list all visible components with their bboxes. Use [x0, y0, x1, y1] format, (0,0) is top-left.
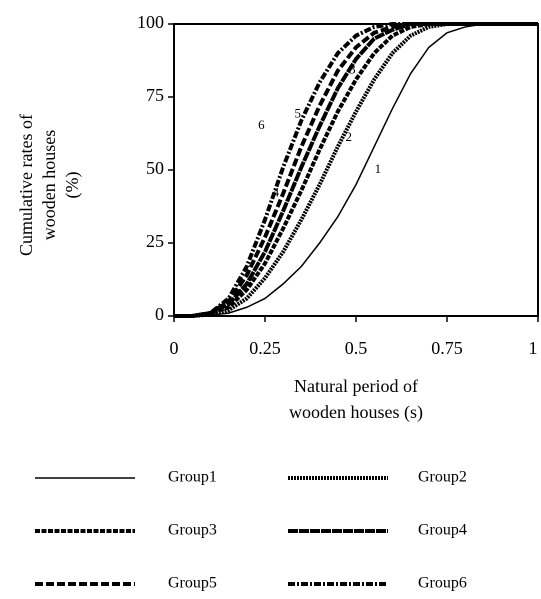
- y-axis-title: wooden houses: [39, 130, 59, 241]
- annotation: 2: [345, 129, 352, 144]
- x-tick-label: 0.75: [431, 338, 463, 358]
- y-axis-title: Cumulative rates of: [16, 114, 36, 256]
- legend-label: Group1: [168, 469, 217, 486]
- annotation: 5: [295, 106, 302, 121]
- series-line: [174, 23, 538, 317]
- x-axis-title: Natural period of: [294, 376, 418, 396]
- y-tick-label: 75: [146, 85, 164, 105]
- annotation: 1: [375, 161, 382, 176]
- y-tick-label: 100: [137, 12, 164, 32]
- annotation: 4: [273, 184, 280, 199]
- y-tick-label: 0: [155, 304, 164, 324]
- series-line: [174, 22, 538, 318]
- series-line: [174, 22, 538, 318]
- series-line: [174, 22, 538, 318]
- x-tick-label: 0: [170, 338, 179, 358]
- x-axis-title: wooden houses (s): [289, 402, 423, 423]
- x-tick-label: 1: [529, 338, 538, 358]
- plot-frame: [173, 23, 539, 317]
- series-line: [174, 22, 538, 318]
- legend-label: Group6: [418, 575, 467, 592]
- series-line: [174, 22, 538, 318]
- legend-label: Group2: [418, 469, 467, 486]
- y-axis-title: (%): [62, 172, 83, 199]
- annotation: 6: [258, 117, 265, 132]
- legend-label: Group3: [168, 522, 217, 539]
- legend-label: Group5: [168, 575, 217, 592]
- annotation: 3: [349, 62, 356, 77]
- x-tick-label: 0.25: [249, 338, 281, 358]
- legend-label: Group4: [418, 522, 467, 539]
- x-tick-label: 0.5: [345, 338, 368, 358]
- y-tick-label: 25: [146, 231, 164, 251]
- y-tick-label: 50: [146, 158, 164, 178]
